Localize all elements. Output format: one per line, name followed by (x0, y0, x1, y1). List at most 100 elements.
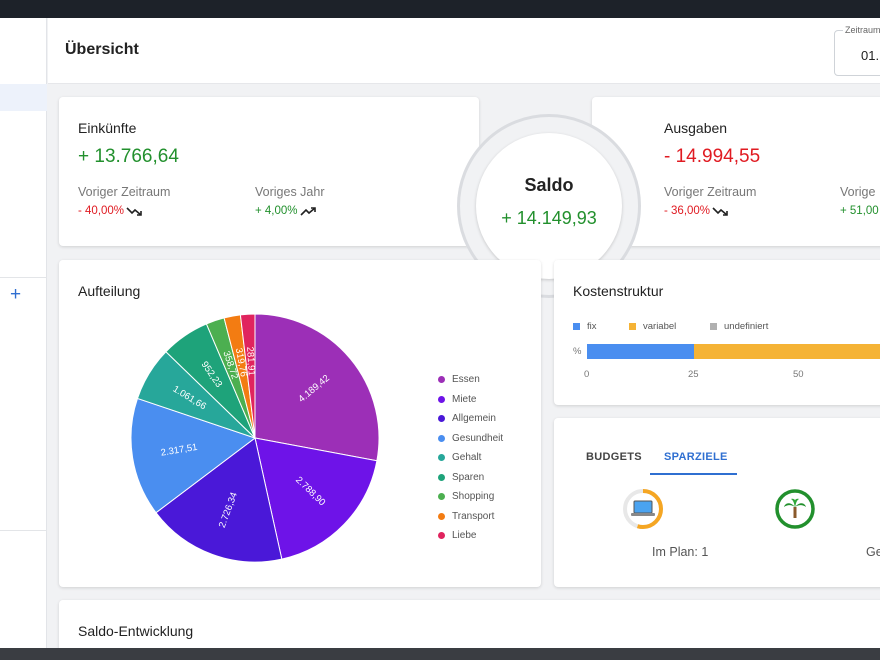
sidebar-item-active[interactable] (0, 84, 47, 111)
split-legend: Essen Miete Allgemein Gesundheit Gehalt Spare… (438, 370, 503, 546)
cost-legend-fix-swatch (573, 323, 580, 330)
expenses-prev-period-value: - 36,00% (664, 205, 711, 217)
sidebar-divider (0, 530, 47, 531)
income-prev-year-label: Voriges Jahr (255, 185, 325, 199)
trend-down-icon (126, 206, 142, 216)
legend-dot (438, 434, 445, 442)
expenses-prev-year-value: + 51,00 (840, 205, 879, 217)
income-prev-year: + 4,00% (255, 205, 318, 217)
legend-item-gehalt[interactable]: Gehalt (438, 448, 503, 468)
sidebar: + (0, 18, 47, 648)
cost-legend-variable-swatch (629, 323, 636, 330)
income-prev-period-label: Voriger Zeitraum (78, 185, 171, 199)
app-window: + Übersicht Zeitraum 01. Einkünfte + 13.… (0, 18, 880, 648)
expenses-prev-period-label: Voriger Zeitraum (664, 185, 757, 199)
add-icon[interactable]: + (10, 284, 22, 305)
income-prev-period-value: - 40,00% (78, 205, 125, 217)
period-value: 01. (861, 48, 880, 63)
balance-ring-border (457, 114, 641, 298)
legend-item-allgemein[interactable]: Allgemein (438, 409, 503, 429)
legend-label: Sparen (452, 471, 485, 483)
legend-dot (438, 395, 445, 403)
cost-legend-variable: variabel (629, 321, 676, 332)
pie-slice-gesundheit[interactable] (130, 397, 257, 514)
goal-caption-1: Im Plan: 1 (652, 545, 709, 559)
sidebar-divider (0, 277, 47, 278)
cost-tick-0: 0 (584, 369, 590, 380)
income-prev-year-value: + 4,00% (255, 205, 298, 217)
cost-legend-undefined-label: undefiniert (724, 321, 769, 332)
legend-label: Essen (452, 374, 480, 386)
cost-tick-25: 25 (688, 369, 699, 380)
legend-dot (438, 376, 445, 384)
window-top-bar (0, 0, 880, 18)
legend-label: Liebe (452, 530, 477, 542)
period-label: Zeitraum (843, 25, 880, 35)
cost-legend-undefined: undefiniert (710, 321, 768, 332)
balance-trend-title: Saldo-Entwicklung (78, 623, 194, 639)
goals-card: BUDGETS SPARZIELE Im Plan: 1 Ge (554, 418, 880, 587)
cost-tick-50: 50 (793, 369, 804, 380)
expenses-title: Ausgaben (664, 120, 728, 136)
expenses-card: Ausgaben - 14.994,55 Voriger Zeitraum - … (592, 97, 880, 246)
legend-item-transport[interactable]: Transport (438, 507, 503, 527)
pie-slice-liebe[interactable] (239, 313, 256, 439)
income-card: Einkünfte + 13.766,64 Voriger Zeitraum -… (59, 97, 479, 246)
goal-caption-2: Ge (866, 545, 880, 559)
legend-dot (438, 473, 445, 481)
legend-label: Allgemein (452, 413, 496, 425)
tab-savings-goals[interactable]: SPARZIELE (664, 451, 728, 463)
legend-dot (438, 512, 445, 520)
income-value: + 13.766,64 (78, 146, 179, 167)
expenses-prev-year-label: Vorige (840, 185, 876, 199)
split-title: Aufteilung (78, 283, 141, 299)
page-title: Übersicht (65, 41, 139, 58)
pie-slice-allgemein[interactable] (155, 437, 283, 563)
income-title: Einkünfte (78, 120, 137, 136)
legend-item-gesundheit[interactable]: Gesundheit (438, 429, 503, 449)
income-prev-period: - 40,00% (78, 205, 144, 217)
balance-ring: Saldo + 14.149,93 (457, 114, 641, 298)
tab-budgets[interactable]: BUDGETS (586, 451, 642, 463)
legend-label: Gehalt (452, 452, 482, 464)
balance-trend-card: Saldo-Entwicklung (59, 600, 880, 648)
cost-structure-title: Kostenstruktur (573, 283, 664, 299)
balance-value: + 14.149,93 (501, 208, 597, 228)
header: Übersicht Zeitraum 01. (48, 18, 880, 84)
laptop-icon[interactable] (622, 488, 664, 530)
legend-item-essen[interactable]: Essen (438, 370, 503, 390)
pie-slice-miete[interactable] (254, 437, 378, 560)
legend-item-sparen[interactable]: Sparen (438, 468, 503, 488)
legend-dot (438, 454, 445, 462)
pie-label-liebe: 281,91 (244, 346, 257, 376)
tab-active-indicator (650, 473, 737, 475)
legend-item-miete[interactable]: Miete (438, 390, 503, 410)
pie-slice-essen[interactable] (254, 313, 380, 462)
expenses-prev-period: - 36,00% (664, 205, 730, 217)
legend-label: Shopping (452, 491, 495, 503)
window-bottom-bar (0, 648, 880, 660)
balance-circle: Saldo + 14.149,93 (476, 133, 622, 279)
cost-legend-fix-label: fix (587, 321, 597, 332)
legend-dot (438, 415, 445, 423)
cost-structure-card: Kostenstruktur fix variabel undefiniert … (554, 260, 880, 405)
trend-down-icon (712, 206, 728, 216)
split-pie-chart: 4.189,422.788,902.726,342.317,511.061,66… (130, 313, 380, 563)
expenses-value: - 14.994,55 (664, 146, 761, 167)
legend-item-liebe[interactable]: Liebe (438, 526, 503, 546)
legend-item-shopping[interactable]: Shopping (438, 487, 503, 507)
cost-legend-undefined-swatch (710, 323, 717, 330)
cost-legend-variable-label: variabel (643, 321, 677, 332)
legend-label: Miete (452, 393, 477, 405)
trend-up-icon (299, 206, 316, 216)
cost-y-label: % (573, 346, 582, 357)
legend-dot (438, 493, 445, 501)
palm-tree-icon[interactable] (774, 488, 816, 530)
legend-label: Gesundheit (452, 432, 504, 444)
period-select[interactable]: Zeitraum 01. (834, 25, 880, 76)
cost-legend-fix: fix (573, 321, 597, 332)
balance-title: Saldo (524, 175, 574, 195)
legend-label: Transport (452, 510, 495, 522)
cost-bar-fix (587, 344, 694, 359)
legend-dot (438, 532, 445, 540)
